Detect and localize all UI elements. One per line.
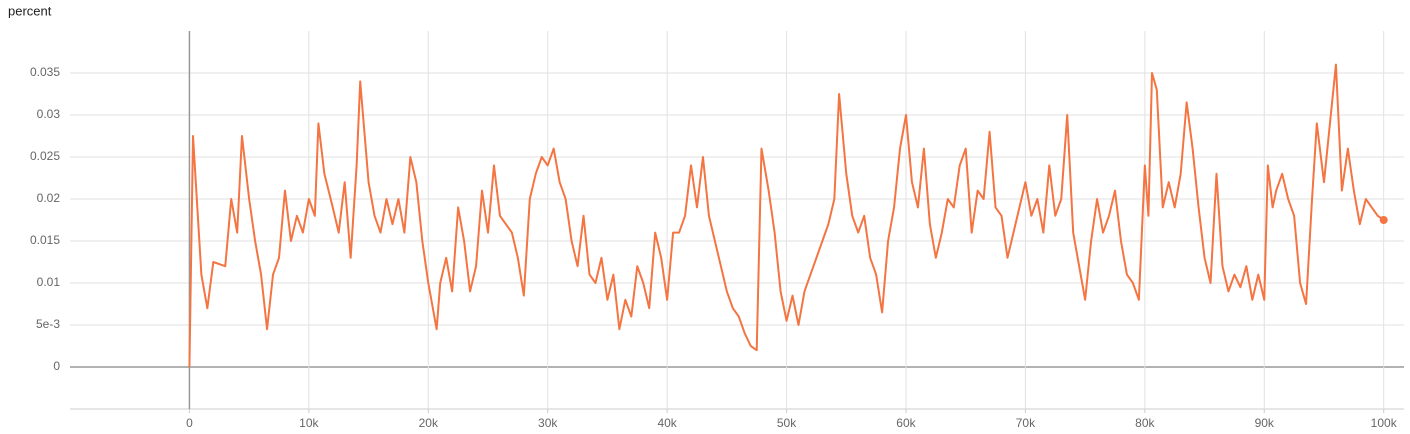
y-tick-label: 0.03 [37,107,61,121]
y-tick-label: 0.02 [37,191,61,205]
x-tick-label: 80k [1135,416,1155,430]
y-tick-label: 0.015 [30,233,60,247]
y-tick-label: 0.025 [30,149,60,163]
x-tick-label: 90k [1255,416,1275,430]
y-tick-label: 5e-3 [36,317,60,331]
end-point [1379,216,1388,224]
y-tick-label: 0.035 [30,65,60,79]
x-tick-label: 0 [186,416,193,430]
y-tick-label: 0 [53,359,60,373]
chart-title: percent [8,3,52,18]
x-tick-label: 60k [896,416,916,430]
x-tick-label: 30k [538,416,558,430]
x-tick-label: 40k [657,416,677,430]
line-series [188,63,1385,368]
x-tick-label: 20k [419,416,439,430]
x-tick-label: 10k [299,416,319,430]
y-tick-label: 0.01 [37,275,61,289]
x-tick-label: 100k [1371,416,1398,430]
x-tick-label: 50k [777,416,797,430]
x-tick-label: 70k [1016,416,1036,430]
